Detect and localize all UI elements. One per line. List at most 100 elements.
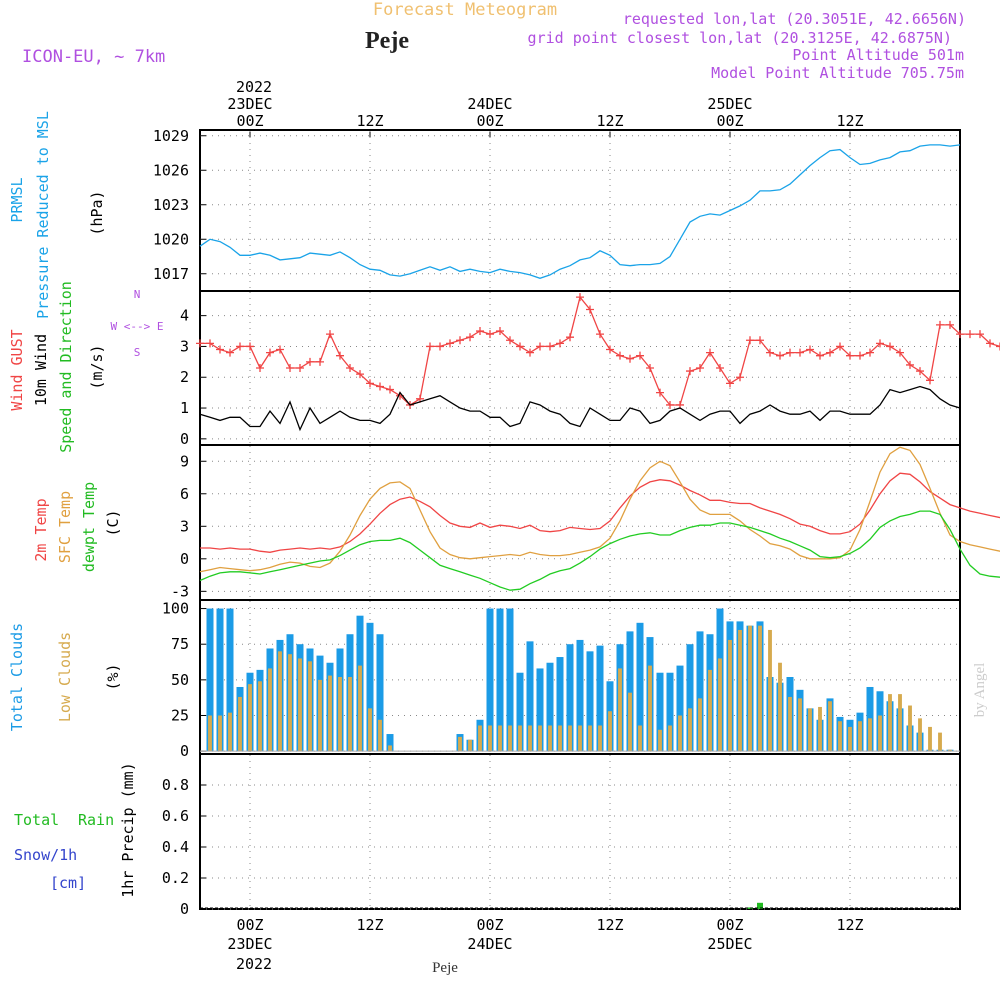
total-cloud-bar (566, 644, 574, 752)
low-cloud-bar (778, 662, 782, 752)
footer-city: Peje (432, 960, 458, 976)
low-cloud-bar (218, 715, 222, 752)
precip-panel-frame (199, 753, 961, 910)
low-cloud-bar (768, 629, 772, 752)
gust-marker (206, 339, 214, 348)
total-cloud-bar (386, 734, 394, 752)
total-cloud-bar (556, 657, 564, 752)
bottom-year-label: 2022 (236, 955, 272, 973)
wind-10m-label: 10m Wind (32, 334, 50, 406)
gust-marker (816, 351, 824, 360)
low-cloud-bar (858, 721, 862, 752)
gust-marker (466, 333, 474, 342)
gust-marker (356, 370, 364, 379)
low-cloud-bar (828, 701, 832, 752)
sfc-temp-line (199, 446, 1000, 573)
gust-marker (246, 342, 254, 351)
model-altitude: Model Point Altitude 705.75m (711, 64, 964, 82)
gust-marker (436, 342, 444, 351)
low-cloud-bar (548, 725, 552, 752)
gust-marker (696, 364, 704, 372)
gust-line (200, 295, 1000, 406)
gust-marker (826, 348, 834, 357)
gust-marker (456, 336, 464, 345)
precip-unit-label: 1hr Precip (mm) (119, 762, 137, 897)
gust-marker (446, 339, 454, 348)
low-cloud-bar (678, 715, 682, 752)
rain-label: Rain (78, 811, 114, 829)
total-cloud-bar (576, 639, 584, 752)
gust-marker (226, 348, 234, 357)
gust-marker (876, 339, 884, 348)
t2m-label: 2m Temp (32, 498, 50, 561)
gust-marker (546, 342, 554, 351)
low-cloud-bar (338, 677, 342, 752)
low-cloud-bar (288, 654, 292, 752)
top-date-label: 25DEC (707, 95, 752, 113)
gust-marker (366, 379, 374, 388)
total-cloud-bar (366, 622, 374, 752)
low-cloud-bar (268, 668, 272, 752)
y-tick-label: 1020 (153, 230, 189, 248)
signature: by Angel (972, 663, 988, 718)
low-cloud-bar (668, 725, 672, 752)
low-cloud-bar (478, 725, 482, 752)
gust-marker (516, 342, 524, 351)
total-cloud-bar (636, 622, 644, 752)
gust-marker (996, 342, 1000, 351)
low-cloud-bar (488, 725, 492, 752)
total-cloud-bar (516, 672, 524, 752)
low-cloud-bar (598, 725, 602, 752)
gust-marker (426, 342, 434, 351)
y-tick-label: 25 (171, 707, 189, 725)
y-tick-label: 0 (180, 900, 189, 918)
gust-marker (276, 345, 284, 354)
low-cloud-bar (908, 705, 912, 752)
low-cloud-bar (498, 725, 502, 752)
total-label: Total (14, 811, 59, 829)
pressure-msl-label: Pressure Reduced to MSL (34, 111, 52, 319)
gust-marker (536, 342, 544, 351)
top-hour-label: 12Z (596, 112, 623, 130)
gust-marker (776, 351, 784, 360)
total-cloud-bar (666, 672, 674, 752)
chart-title: Forecast Meteogram (373, 0, 557, 20)
total-cloud-bar (596, 645, 604, 752)
gust-marker (926, 376, 934, 385)
gust-marker (806, 345, 814, 354)
low-cloud-bar (758, 625, 762, 752)
low-cloud-bar (328, 675, 332, 752)
gust-marker (646, 364, 654, 372)
gust-marker (906, 360, 914, 369)
low-clouds-label: Low Clouds (56, 632, 74, 722)
low-cloud-bar (888, 694, 892, 752)
low-cloud-bar (638, 725, 642, 752)
total-cloud-bar (216, 608, 224, 752)
low-cloud-bar (348, 677, 352, 752)
clouds-unit-label: (%) (104, 663, 122, 690)
gust-marker (476, 327, 484, 336)
low-cloud-bar (798, 698, 802, 752)
y-tick-label: 3 (180, 337, 189, 355)
low-cloud-bar (518, 725, 522, 752)
low-cloud-bar (748, 625, 752, 752)
grid-lines (200, 131, 960, 910)
low-cloud-bar (458, 736, 462, 752)
low-cloud-bar (308, 661, 312, 752)
y-tick-label: 0.2 (162, 869, 189, 887)
gust-marker (896, 348, 904, 357)
y-tick-label: 1026 (153, 161, 189, 179)
y-tick-label: -3 (171, 582, 189, 600)
y-tick-label: 9 (180, 452, 189, 470)
y-tick-label: 0 (180, 550, 189, 568)
total-cloud-bar (676, 665, 684, 752)
t2m-line (200, 472, 1000, 553)
total-cloud-bar (486, 608, 494, 752)
top-date-label: 23DEC (227, 95, 272, 113)
sfc-temp-label: SFC Temp (56, 491, 74, 563)
total-cloud-bar (536, 668, 544, 752)
low-cloud-bar (368, 708, 372, 752)
temp-panel-frame (199, 444, 961, 601)
